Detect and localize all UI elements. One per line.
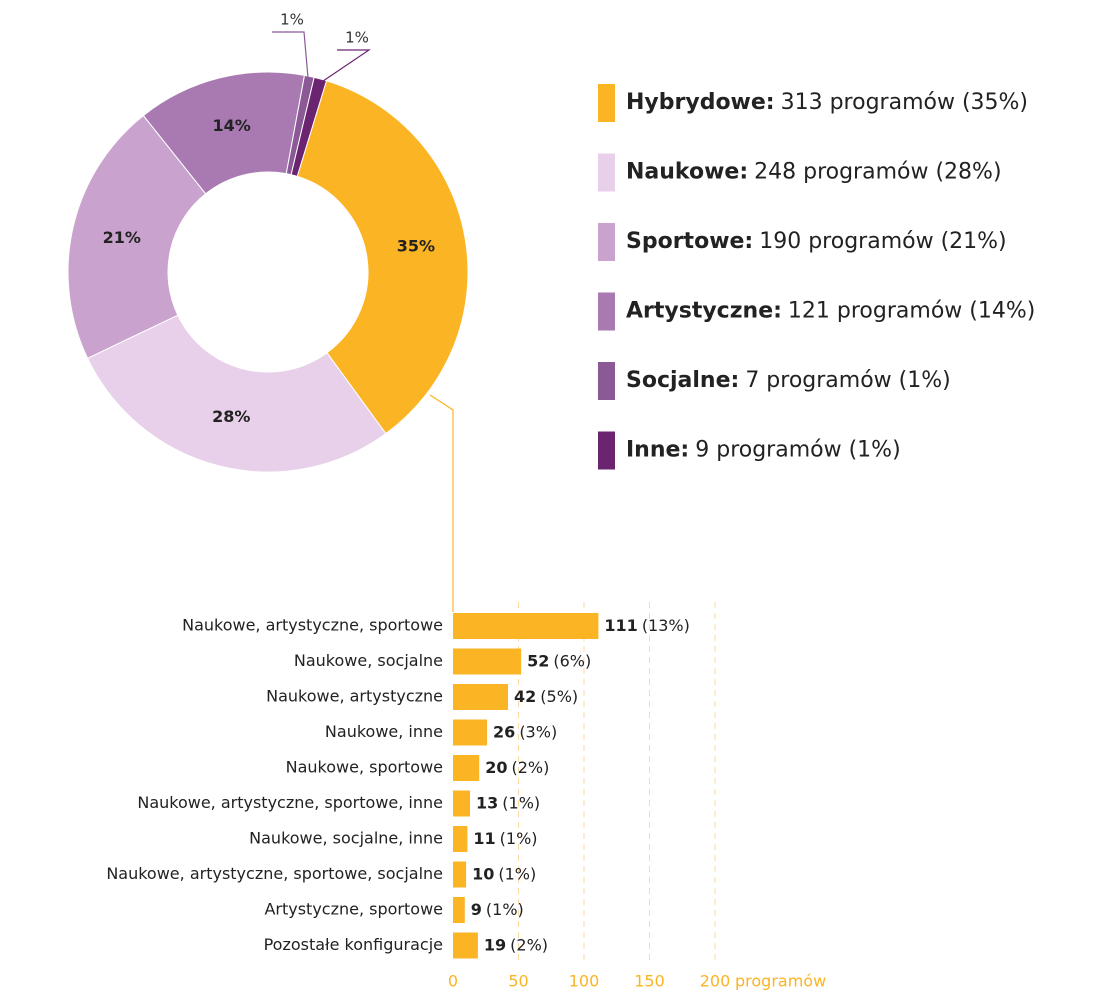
donut-slice xyxy=(290,76,328,177)
x-tick-label: 200 xyxy=(700,972,731,991)
x-tick-label: 0 xyxy=(448,972,458,991)
data-label: 11 (1%) xyxy=(473,829,537,848)
data-label: 26 (3%) xyxy=(493,722,557,741)
donut-slice xyxy=(86,314,387,473)
value-label: 42 xyxy=(514,687,536,706)
x-tick-label: 100 xyxy=(569,972,600,991)
share-label: (2%) xyxy=(511,758,549,777)
legend-entry: Sportowe: 190 programów (21%) xyxy=(626,229,1007,254)
data-label: 52 (6%) xyxy=(527,651,591,670)
share-label: (3%) xyxy=(519,722,557,741)
legend-swatch xyxy=(598,431,615,470)
data-label: 111 (13%) xyxy=(604,616,689,635)
share-label: (13%) xyxy=(642,616,690,635)
bar xyxy=(453,861,467,888)
legend-value: 248 programów (28%) xyxy=(754,160,1001,185)
share-label: (1%) xyxy=(502,793,540,812)
bar xyxy=(453,897,465,923)
value-label: 13 xyxy=(476,793,498,812)
bar xyxy=(453,719,488,746)
bar xyxy=(453,932,478,959)
value-label: 52 xyxy=(527,651,549,670)
connector xyxy=(429,394,454,612)
legend-value: 9 programów (1%) xyxy=(695,438,900,463)
slice-label: 28% xyxy=(212,407,250,426)
data-label: 19 (2%) xyxy=(484,935,548,954)
category-label: Naukowe, artystyczne, sportowe xyxy=(182,616,443,635)
legend-value: 121 programów (14%) xyxy=(788,299,1035,324)
x-tick-label: 150 xyxy=(634,972,665,991)
category-label: Naukowe, inne xyxy=(325,722,443,741)
legend-entry: Inne: 9 programów (1%) xyxy=(626,438,901,463)
donut-slice xyxy=(67,114,207,359)
value-label: 9 xyxy=(471,900,482,919)
data-label: 42 (5%) xyxy=(514,687,578,706)
bar xyxy=(453,684,509,710)
value-label: 20 xyxy=(485,758,507,777)
legend-name: Socjalne: xyxy=(626,368,739,393)
legend-entry: Socjalne: 7 programów (1%) xyxy=(626,368,951,393)
legend-name: Sportowe: xyxy=(626,229,753,254)
share-label: (1%) xyxy=(486,900,524,919)
legend-swatch xyxy=(598,292,615,331)
share-label: (5%) xyxy=(540,687,578,706)
slice-label: 1% xyxy=(345,29,369,47)
category-label: Naukowe, artystyczne, sportowe, socjalne xyxy=(106,864,443,883)
donut-slice xyxy=(296,80,469,435)
legend-swatch xyxy=(598,84,615,122)
category-label: Artystyczne, sportowe xyxy=(264,900,443,919)
bar xyxy=(453,755,480,781)
legend-name: Naukowe: xyxy=(626,160,748,185)
legend-name: Artystyczne: xyxy=(626,299,782,324)
data-label: 9 (1%) xyxy=(471,900,524,919)
data-label: 13 (1%) xyxy=(476,793,540,812)
value-label: 11 xyxy=(473,829,495,848)
x-axis-label: programów xyxy=(735,972,826,991)
category-label: Naukowe, artystyczne, sportowe, inne xyxy=(137,793,443,812)
slice-label: 35% xyxy=(397,237,435,256)
value-label: 26 xyxy=(493,722,515,741)
data-label: 20 (2%) xyxy=(485,758,549,777)
category-label: Naukowe, artystyczne xyxy=(266,687,443,706)
bar xyxy=(453,826,468,852)
share-label: (1%) xyxy=(500,829,538,848)
category-label: Naukowe, socjalne, inne xyxy=(249,829,443,848)
share-label: (2%) xyxy=(510,935,548,954)
bar xyxy=(453,613,599,639)
legend-swatch xyxy=(598,362,615,400)
value-label: 10 xyxy=(472,864,494,883)
legend-entry: Naukowe: 248 programów (28%) xyxy=(626,160,1002,185)
legend-value: 7 programów (1%) xyxy=(745,368,950,393)
slice-label: 1% xyxy=(280,11,304,29)
slice-label: 14% xyxy=(213,116,251,135)
leader-line xyxy=(272,31,309,82)
legend-value: 190 programów (21%) xyxy=(759,229,1006,254)
legend-value: 313 programów (35%) xyxy=(781,90,1028,115)
x-tick-label: 50 xyxy=(508,972,528,991)
bar xyxy=(453,648,522,675)
legend-swatch xyxy=(598,223,615,261)
category-label: Naukowe, socjalne xyxy=(294,651,443,670)
bar xyxy=(453,790,471,817)
legend-swatch xyxy=(598,153,615,192)
legend-name: Inne: xyxy=(626,438,689,463)
data-label: 10 (1%) xyxy=(472,864,536,883)
category-label: Pozostałe konfiguracje xyxy=(264,935,443,954)
legend-entry: Hybrydowe: 313 programów (35%) xyxy=(626,90,1028,115)
legend-entry: Artystyczne: 121 programów (14%) xyxy=(626,299,1035,324)
legend-name: Hybrydowe: xyxy=(626,90,775,115)
share-label: (6%) xyxy=(553,651,591,670)
leader-line xyxy=(318,49,371,85)
value-label: 111 xyxy=(604,616,637,635)
slice-label: 21% xyxy=(103,228,141,247)
category-label: Naukowe, sportowe xyxy=(286,758,443,777)
value-label: 19 xyxy=(484,935,506,954)
share-label: (1%) xyxy=(498,864,536,883)
